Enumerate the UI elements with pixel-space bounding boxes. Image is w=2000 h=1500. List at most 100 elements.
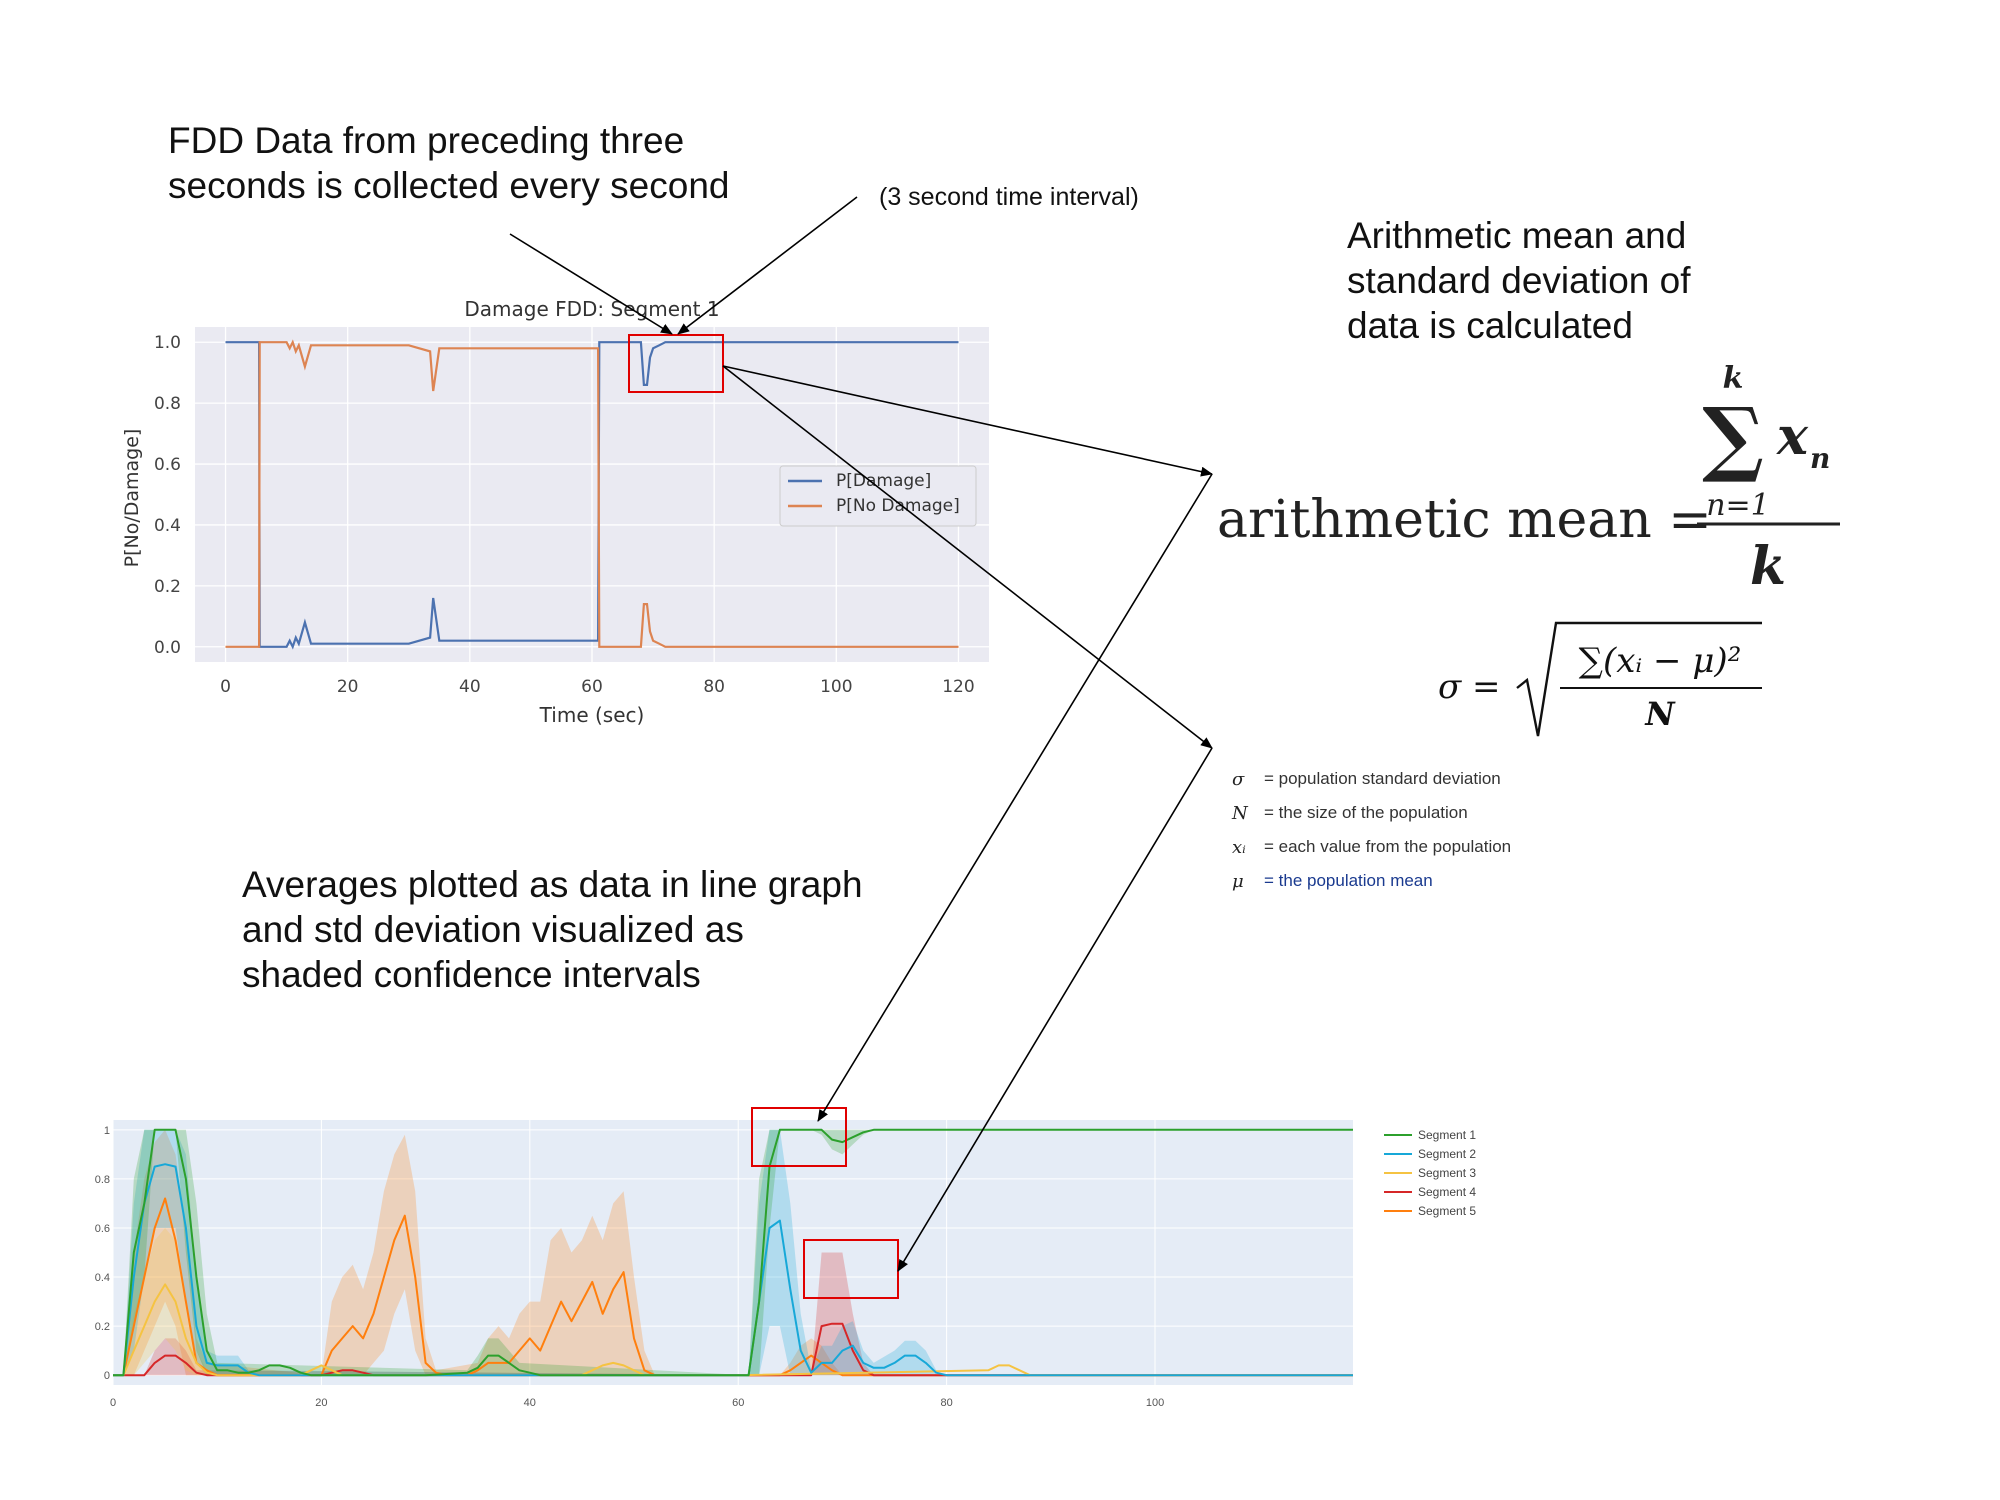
sum-lower-limit: n=1	[1706, 488, 1770, 523]
annotation-fdd-collect: FDD Data from preceding three seconds is…	[168, 118, 729, 208]
sigma-lhs: σ =	[1438, 667, 1501, 707]
definition-symbol: N	[1232, 802, 1248, 824]
chart-legend: P[Damage] P[No Damage]	[779, 465, 977, 527]
summation-symbol: ∑	[1702, 390, 1764, 486]
legend-label-segment-4[interactable]: Segment 4	[1418, 1185, 1476, 1199]
legend-box	[779, 465, 977, 527]
legend-label-segment-5[interactable]: Segment 5	[1418, 1204, 1476, 1218]
highlight-box-segment1	[751, 1107, 847, 1167]
sum-upper-limit: k	[1723, 361, 1744, 396]
definition-symbol: μ	[1232, 870, 1244, 892]
annotation-line: standard deviation of	[1347, 260, 1691, 302]
y-tick-label: 0.2	[154, 577, 181, 597]
definition-xi: xᵢ = each value from the population	[1232, 830, 1511, 864]
x-tick-label: 60	[581, 677, 603, 697]
legend-label-segment-1[interactable]: Segment 1	[1418, 1128, 1476, 1142]
definition-mu: μ = the population mean	[1232, 864, 1511, 898]
definition-text: = the size of the population	[1264, 803, 1468, 822]
annotation-mean-std: Arithmetic mean and standard deviation o…	[1347, 213, 1691, 348]
x-tick-label: 80	[940, 1397, 952, 1409]
annotation-line: Arithmetic mean and	[1347, 215, 1687, 256]
chart-title: Damage FDD: Segment 1	[464, 297, 719, 321]
annotation-line: data is calculated	[1347, 305, 1633, 347]
standard-deviation-formula: σ = ∑(xᵢ − μ)² N	[1438, 621, 1762, 737]
y-axis-label: P[No/Damage]	[121, 429, 143, 568]
y-tick-label: 0.4	[95, 1272, 110, 1284]
confidence-band-segment-1	[113, 1129, 874, 1376]
series-line-no-damage	[225, 339, 959, 648]
annotation-line: seconds is collected every second	[168, 165, 730, 207]
damage-fdd-chart: 0.0 0.2 0.4 0.6 0.8 1.0 0 20 40 60 80 100 120 Damag…	[121, 297, 989, 727]
definition-n: N = the size of the population	[1232, 796, 1511, 830]
arithmetic-mean-formula: arithmetic mean = k ∑ x n n=1 k	[1217, 361, 1840, 597]
arrow-to-average-line	[817, 473, 1213, 1122]
series-line-segment-4	[113, 1322, 1353, 1377]
sigma-denominator: N	[1644, 695, 1676, 733]
x-tick-label: 100	[820, 677, 852, 697]
legend-label-segment-3[interactable]: Segment 3	[1418, 1166, 1476, 1180]
series-lines	[225, 339, 959, 650]
x-tick-label: 20	[337, 677, 359, 697]
arrow-to-std-band	[897, 747, 1213, 1272]
radical-sign	[1516, 621, 1762, 737]
series-lines	[113, 1128, 1353, 1377]
y-tick-label: 0.8	[154, 394, 181, 414]
formula-denominator: k	[1750, 536, 1786, 597]
y-tick-label: 0.2	[95, 1321, 110, 1333]
sum-term: x	[1776, 406, 1809, 467]
x-tick-label: 120	[942, 677, 974, 697]
series-line-damage	[225, 341, 959, 650]
y-tick-label: 0.8	[95, 1174, 110, 1186]
y-tick-label: 0.6	[154, 455, 181, 475]
x-tick-label: 0	[220, 677, 231, 697]
x-tick-label: 20	[315, 1397, 327, 1409]
x-tick-labels: 0 20 40 60 80 100	[110, 1397, 1164, 1409]
y-tick-labels: 0 0.2 0.4 0.6 0.8 1	[95, 1125, 110, 1382]
y-tick-label: 0.0	[154, 638, 181, 658]
arrow-to-std-formula	[722, 365, 1213, 749]
annotation-line: Averages plotted as data in line graph	[242, 864, 863, 905]
y-tick-label: 1.0	[154, 333, 181, 353]
plot-background	[113, 1120, 1353, 1385]
definition-text: = population standard deviation	[1264, 769, 1501, 788]
y-tick-label: 0	[104, 1370, 110, 1382]
x-tick-label: 60	[732, 1397, 744, 1409]
annotation-line: and std deviation visualized as	[242, 909, 744, 951]
annotation-interval: (3 second time interval)	[879, 182, 1139, 213]
legend-label-no-damage: P[No Damage]	[836, 496, 960, 516]
arrow-to-mean-formula	[722, 365, 1213, 477]
legend-label-damage: P[Damage]	[836, 471, 931, 491]
annotation-line: shaded confidence intervals	[242, 954, 701, 996]
annotation-averages: Averages plotted as data in line graph a…	[242, 862, 863, 997]
definition-symbol: xᵢ	[1232, 836, 1246, 858]
y-tick-label: 1	[104, 1125, 110, 1137]
x-tick-label: 80	[703, 677, 725, 697]
y-tick-label: 0.4	[154, 516, 181, 536]
formula-lhs: arithmetic mean =	[1217, 490, 1712, 550]
y-tick-label: 0.6	[95, 1223, 110, 1235]
y-tick-labels: 0.0 0.2 0.4 0.6 0.8 1.0	[154, 333, 181, 658]
segments-average-chart: 00.20.40.60.81 0 20 40 60 80 100 Segment 1Seg…	[95, 1120, 1476, 1409]
chart-legend: Segment 1 Segment 2 Segment 3 Segment 4 Segm…	[1384, 1128, 1476, 1218]
x-tick-label: 40	[459, 677, 481, 697]
x-tick-labels: 0 20 40 60 80 100 120	[220, 677, 975, 697]
annotation-line: (3 second time interval)	[879, 183, 1139, 211]
x-tick-label: 40	[524, 1397, 536, 1409]
definition-link[interactable]: = the population mean	[1264, 871, 1433, 890]
definitions-list: σ = population standard deviation N = th…	[1232, 762, 1511, 898]
arrow-from-interval-note	[677, 196, 858, 335]
x-tick-label: 100	[1146, 1397, 1164, 1409]
x-axis-label: Time (sec)	[539, 703, 645, 727]
sum-term-subscript: n	[1810, 442, 1830, 475]
series-line-segment-1	[113, 1128, 1353, 1377]
definition-symbol: σ	[1232, 768, 1245, 790]
arrow-from-collect-note	[509, 233, 673, 335]
definition-text: = each value from the population	[1264, 837, 1512, 856]
legend-label-segment-2[interactable]: Segment 2	[1418, 1147, 1476, 1161]
x-tick-label: 0	[110, 1397, 116, 1409]
annotation-line: FDD Data from preceding three	[168, 120, 685, 161]
sigma-numerator: ∑(xᵢ − μ)²	[1579, 641, 1742, 681]
grid-lines	[112, 1120, 1353, 1385]
highlight-box-top	[628, 334, 724, 393]
